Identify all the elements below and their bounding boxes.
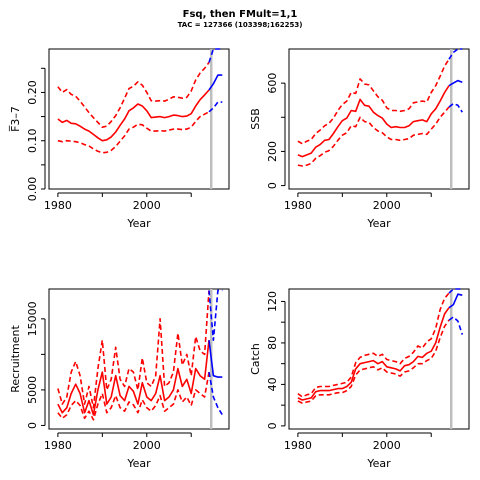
- ssb-x-tick-label: 2000: [373, 199, 401, 212]
- ssb-history-upper-line: [297, 58, 450, 145]
- recruitment-history-median-line: [57, 340, 210, 416]
- recruitment-y-tick-label: 0: [26, 422, 39, 429]
- recruitment-x-tick-label: 2000: [133, 439, 161, 452]
- catch-plot-frame: [288, 288, 470, 430]
- fbar-y-tick-label: 0.20: [26, 80, 39, 105]
- catch-projection-median-line: [448, 293, 463, 309]
- figure-title: Fsq, then FMult=1,1: [182, 9, 298, 20]
- fbar-y-tick-label: 0.00: [26, 177, 39, 202]
- fbar-y-tick-label: 0.10: [26, 128, 39, 153]
- ssb-y-tick-label: 200: [266, 141, 279, 162]
- recruitment-y-tick-label: 5000: [26, 376, 39, 404]
- fbar-y-axis-label: F̅3–7: [9, 106, 22, 132]
- fbar-x-tick-label: 2000: [133, 199, 161, 212]
- catch-x-axis-label: Year: [366, 457, 391, 470]
- fbar-projection-lower-line: [208, 101, 223, 113]
- catch-y-axis-label: Catch: [249, 343, 262, 375]
- catch-projection-upper-line: [448, 288, 463, 294]
- catch-y-tick-label: 80: [266, 336, 279, 350]
- figure-subtitle: TAC = 127366 (103398;162253): [177, 21, 303, 29]
- fbar-panel: 1980 2000 Year 0.00 0.10 0.20 F̅3–7: [9, 48, 230, 230]
- recruitment-y-tick-label: 15000: [26, 301, 39, 336]
- fbar-history-upper-line: [57, 62, 210, 128]
- fbar-projection-median-line: [208, 74, 223, 91]
- recruitment-y-axis-label: Recruitment: [9, 325, 22, 393]
- fbar-x-tick-label: 1980: [44, 199, 72, 212]
- ssb-projection-lower-line: [448, 102, 463, 113]
- recruitment-projection-lower-line: [208, 371, 223, 416]
- ssb-x-axis-label: Year: [366, 217, 391, 230]
- title-block: Fsq, then FMult=1,1 TAC = 127366 (103398…: [0, 9, 480, 29]
- catch-history-lower-line: [297, 319, 450, 404]
- recruitment-history-upper-line: [57, 290, 210, 409]
- ssb-history-median-line: [297, 85, 450, 158]
- ssb-y-axis-label: SSB: [249, 108, 262, 130]
- recruitment-plot-frame: [48, 288, 230, 430]
- ssb-plot-frame: [288, 48, 470, 190]
- catch-history-median-line: [297, 307, 450, 401]
- fbar-plot-frame: [48, 48, 230, 190]
- fbar-history-lower-line: [57, 111, 210, 154]
- fbar-x-axis-label: Year: [126, 217, 151, 230]
- ssb-y-tick-label: 0: [266, 182, 279, 189]
- recruitment-history-lower-line: [57, 371, 210, 421]
- catch-y-tick-label: 120: [266, 291, 279, 312]
- catch-x-tick-label: 1980: [284, 439, 312, 452]
- recruitment-projection-upper-line: [208, 289, 223, 342]
- ssb-x-tick-label: 1980: [284, 199, 312, 212]
- catch-projection-lower-line: [448, 316, 464, 335]
- catch-panel: 1980 2000 Year 0 40 80 120 Catch: [249, 288, 470, 470]
- catch-history-upper-line: [297, 292, 450, 398]
- ssb-y-tick-label: 600: [266, 73, 279, 94]
- catch-y-tick-label: 0: [266, 422, 279, 429]
- ssb-history-lower-line: [297, 106, 450, 167]
- fbar-projection-upper-line: [208, 48, 223, 63]
- recruitment-projection-median-line: [208, 340, 223, 378]
- fbar-history-median-line: [57, 89, 210, 142]
- ssb-projection-upper-line: [448, 48, 463, 60]
- ssb-panel: 1980 2000 Year 0 200 600 SSB: [249, 48, 470, 230]
- recruitment-panel: 1980 2000 Year 0 5000 15000 Recruitment: [9, 288, 230, 470]
- ssb-projection-median-line: [448, 79, 463, 87]
- catch-y-tick-label: 40: [266, 377, 279, 391]
- recruitment-x-tick-label: 1980: [44, 439, 72, 452]
- catch-x-tick-label: 2000: [373, 439, 401, 452]
- recruitment-x-axis-label: Year: [126, 457, 151, 470]
